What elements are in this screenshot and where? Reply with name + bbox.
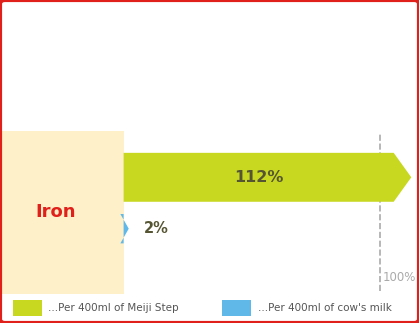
Bar [13,300,42,317]
Text: ...Per 400ml of Meiji Step: ...Per 400ml of Meiji Step [48,304,179,313]
Polygon shape [120,214,129,243]
Text: 100%: 100% [383,271,416,284]
Polygon shape [124,153,411,202]
Text: Iron: Iron [35,203,76,221]
Text: Percentage of the Dietary Reference Intakes
for Japanese by the Ministry of Heal: Percentage of the Dietary Reference Inta… [17,5,318,71]
Bar [222,300,251,317]
Bar [0,131,124,294]
Text: ...Per 400ml of cow's milk: ...Per 400ml of cow's milk [258,304,392,313]
Text: 2%: 2% [143,221,168,236]
Text: 112%: 112% [234,170,283,185]
